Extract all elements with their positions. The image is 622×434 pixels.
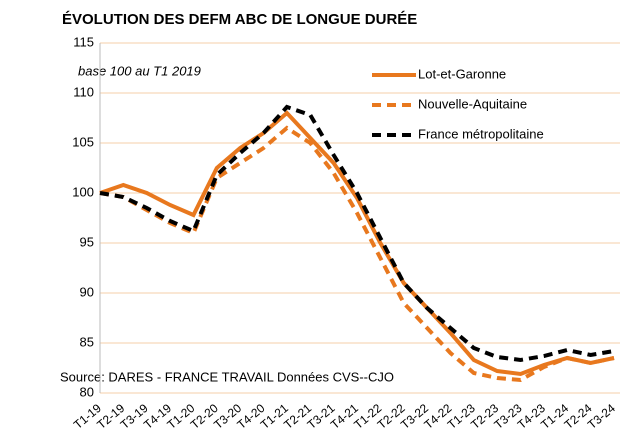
- legend-label: Lot-et-Garonne: [418, 66, 506, 81]
- legend-label: Nouvelle-Aquitaine: [418, 96, 527, 111]
- chart-title: ÉVOLUTION DES DEFM ABC DE LONGUE DURÉE: [62, 11, 417, 28]
- series-line: [99, 125, 615, 383]
- legend-label: France métropolitaine: [418, 126, 544, 141]
- y-tick-label: 80: [80, 384, 94, 399]
- y-tick-label: 85: [80, 334, 94, 349]
- series-line: [99, 104, 615, 363]
- source-note: Source: DARES - FRANCE TRAVAIL Données C…: [60, 369, 394, 384]
- y-tick-label: 100: [72, 184, 94, 199]
- series-line: [99, 110, 615, 377]
- y-tick-label: 110: [73, 84, 94, 99]
- y-tick-label: 95: [80, 234, 94, 249]
- x-tick-label: T3-24: [585, 401, 618, 432]
- y-tick-label: 115: [73, 34, 94, 49]
- chart-subtitle: base 100 au T1 2019: [78, 63, 201, 78]
- y-tick-label: 105: [72, 134, 94, 149]
- y-tick-label: 90: [80, 284, 94, 299]
